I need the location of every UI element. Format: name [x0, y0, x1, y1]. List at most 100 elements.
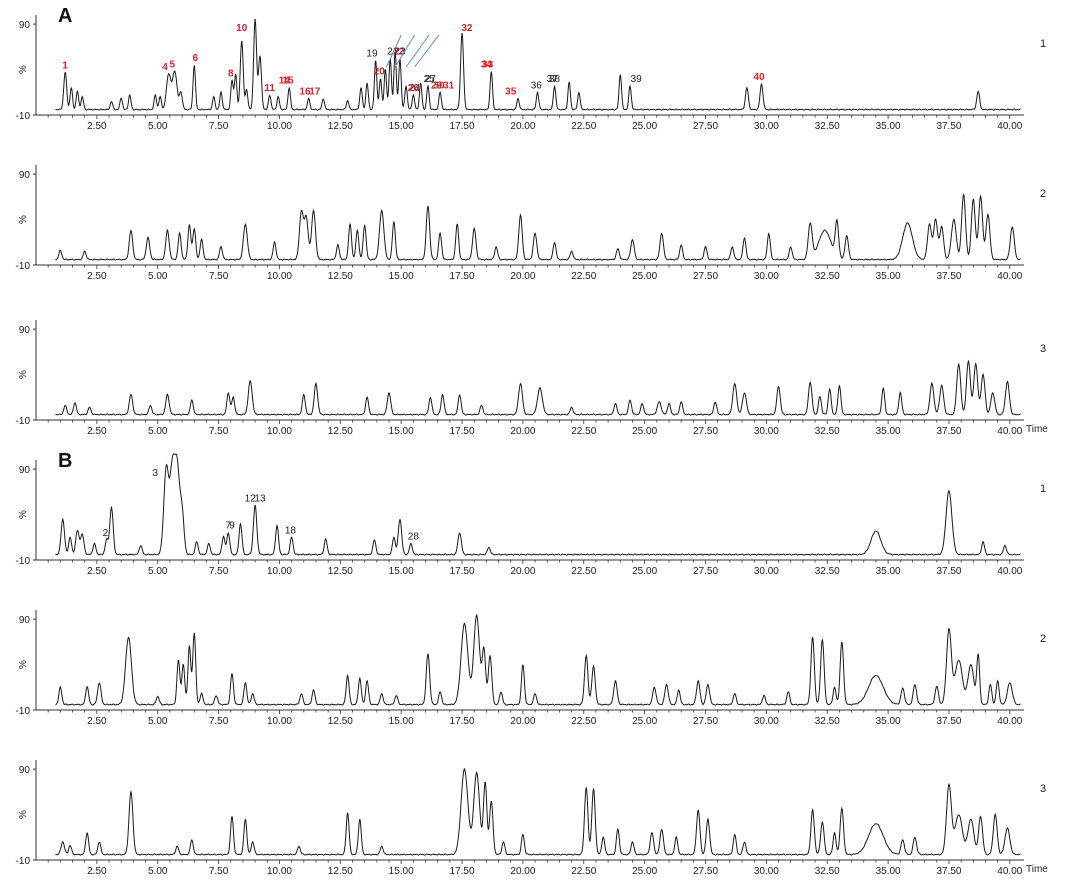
- y-tick-label: -10: [16, 856, 31, 867]
- peak-number-label: 40: [754, 72, 766, 83]
- x-tick-label: 2.50: [87, 566, 107, 577]
- peak-number-label: 13: [254, 493, 266, 504]
- chromatogram-trace: [55, 359, 1021, 416]
- x-tick-label: 5.00: [148, 121, 168, 132]
- peak-number-label: 2: [103, 528, 109, 539]
- x-tick-label: 25.00: [632, 121, 657, 132]
- x-tick-label: 37.50: [936, 121, 961, 132]
- peak-number-label: 29: [431, 80, 443, 91]
- peak-number-label: 12: [245, 493, 257, 504]
- chromatogram-trace: [55, 767, 1021, 856]
- peak-number-label: 19: [366, 48, 378, 59]
- trace-label: 2: [1040, 633, 1046, 645]
- x-tick-label: 10.00: [267, 716, 292, 727]
- y-tick-label: 90: [19, 765, 31, 776]
- x-tick-label: 17.50: [450, 121, 475, 132]
- trace-label: 1: [1040, 483, 1046, 495]
- x-tick-label: 27.50: [693, 716, 718, 727]
- x-tick-label: 32.50: [815, 426, 840, 437]
- x-tick-label: 2.50: [87, 716, 107, 727]
- peak-number-label: 8: [228, 68, 234, 79]
- peak-number-label: 11: [264, 83, 275, 94]
- peak-number-label: 6: [193, 53, 199, 64]
- annotation-arrow: [405, 34, 430, 68]
- trace-panel-b-3: 90 -10% 2.50 5.00 7.50 10.00 12.50 15.00 17.50 20…: [16, 760, 1048, 877]
- peak-number-label: 9: [229, 521, 235, 532]
- x-tick-label: 5.00: [148, 716, 168, 727]
- peak-number-label: 7: [226, 521, 232, 532]
- x-tick-label: 20.00: [510, 716, 535, 727]
- trace-label: 3: [1040, 343, 1046, 355]
- x-tick-label: 17.50: [450, 716, 475, 727]
- x-tick-label: 12.50: [328, 121, 353, 132]
- peak-number-label: 22: [393, 47, 405, 58]
- x-tick-label: 32.50: [815, 566, 840, 577]
- x-tick-label: 12.50: [328, 271, 353, 282]
- x-tick-label: 37.50: [936, 716, 961, 727]
- x-tick-label: 40.00: [997, 716, 1022, 727]
- x-tick-label: 40.00: [997, 866, 1022, 877]
- x-tick-label: 12.50: [328, 716, 353, 727]
- x-tick-label: 10.00: [267, 121, 292, 132]
- peak-number-label: 37: [547, 74, 559, 85]
- x-tick-label: 30.00: [754, 271, 779, 282]
- x-tick-label: 20.00: [510, 866, 535, 877]
- peak-number-label: 36: [531, 80, 543, 91]
- x-tick-label: 35.00: [876, 271, 901, 282]
- x-tick-label: 27.50: [693, 426, 718, 437]
- x-tick-label: 10.00: [267, 566, 292, 577]
- x-tick-label: 32.50: [815, 716, 840, 727]
- x-tick-label: 15.00: [389, 716, 414, 727]
- x-tick-label: 5.00: [148, 566, 168, 577]
- x-tick-label: 25.00: [632, 426, 657, 437]
- y-tick-label: 90: [19, 325, 31, 336]
- chromatogram-trace: [55, 613, 1021, 706]
- annotation-arrow: [386, 34, 402, 68]
- chromatogram-panels: 90-10%2.50 5.00 7.50 10.00 12.50 15.00 17.50 20…: [16, 15, 1048, 877]
- chromatogram-trace: [55, 453, 1021, 556]
- x-tick-label: 40.00: [997, 271, 1022, 282]
- x-tick-label: 10.00: [267, 426, 292, 437]
- x-tick-label: 12.50: [328, 426, 353, 437]
- peak-number-label: 1: [62, 60, 68, 71]
- peak-number-label: 25: [424, 74, 436, 85]
- x-tick-label: 40.00: [997, 426, 1022, 437]
- chromatogram-trace: [55, 193, 1021, 261]
- y-axis-unit: %: [18, 810, 29, 819]
- x-tick-label: 22.50: [571, 271, 596, 282]
- x-tick-label: 32.50: [815, 121, 840, 132]
- x-tick-label: 2.50: [87, 271, 107, 282]
- trace-label: 2: [1040, 188, 1046, 200]
- peak-number-label: 20: [374, 67, 386, 78]
- peak-number-label: 35: [505, 87, 517, 98]
- x-tick-label: 2.50: [87, 121, 107, 132]
- peak-number-label: 31: [443, 80, 455, 91]
- y-axis-unit: %: [18, 370, 29, 379]
- x-tick-label: 22.50: [571, 121, 596, 132]
- x-tick-label: 32.50: [815, 866, 840, 877]
- x-tick-label: 35.00: [876, 716, 901, 727]
- x-tick-label: 10.00: [267, 866, 292, 877]
- trace-panel-a-1: 90 -10% 2.50 5.00 7.50 10.00 12.50 15.00 17.50 20…: [16, 15, 1046, 132]
- x-tick-label: 7.50: [209, 271, 229, 282]
- y-tick-label: -10: [16, 556, 31, 567]
- peak-number-label: 30: [433, 80, 445, 91]
- x-tick-label: 35.00: [876, 866, 901, 877]
- x-tick-label: 12.50: [328, 866, 353, 877]
- x-tick-label: 32.50: [815, 271, 840, 282]
- x-tick-label: 12.50: [328, 566, 353, 577]
- trace-panel-b-1: 90 -10% 2.50 5.00 7.50 10.00 12.50 15.00 17.50 20…: [16, 453, 1046, 577]
- x-tick-label: 37.50: [936, 566, 961, 577]
- x-tick-label: 30.00: [754, 426, 779, 437]
- x-tick-label: 20.00: [510, 426, 535, 437]
- x-tick-label: 40.00: [997, 566, 1022, 577]
- peak-number-label: 15: [282, 76, 294, 87]
- peak-number-label: 38: [549, 74, 561, 85]
- x-tick-label: 22.50: [571, 566, 596, 577]
- trace-panel-a-2: 90 -10% 2.50 5.00 7.50 10.00 12.50 15.00 17.50 20…: [16, 165, 1046, 282]
- x-tick-label: 35.00: [876, 121, 901, 132]
- x-tick-label: 15.00: [389, 121, 414, 132]
- x-tick-label: 27.50: [693, 121, 718, 132]
- chromatogram-trace: [55, 18, 1021, 111]
